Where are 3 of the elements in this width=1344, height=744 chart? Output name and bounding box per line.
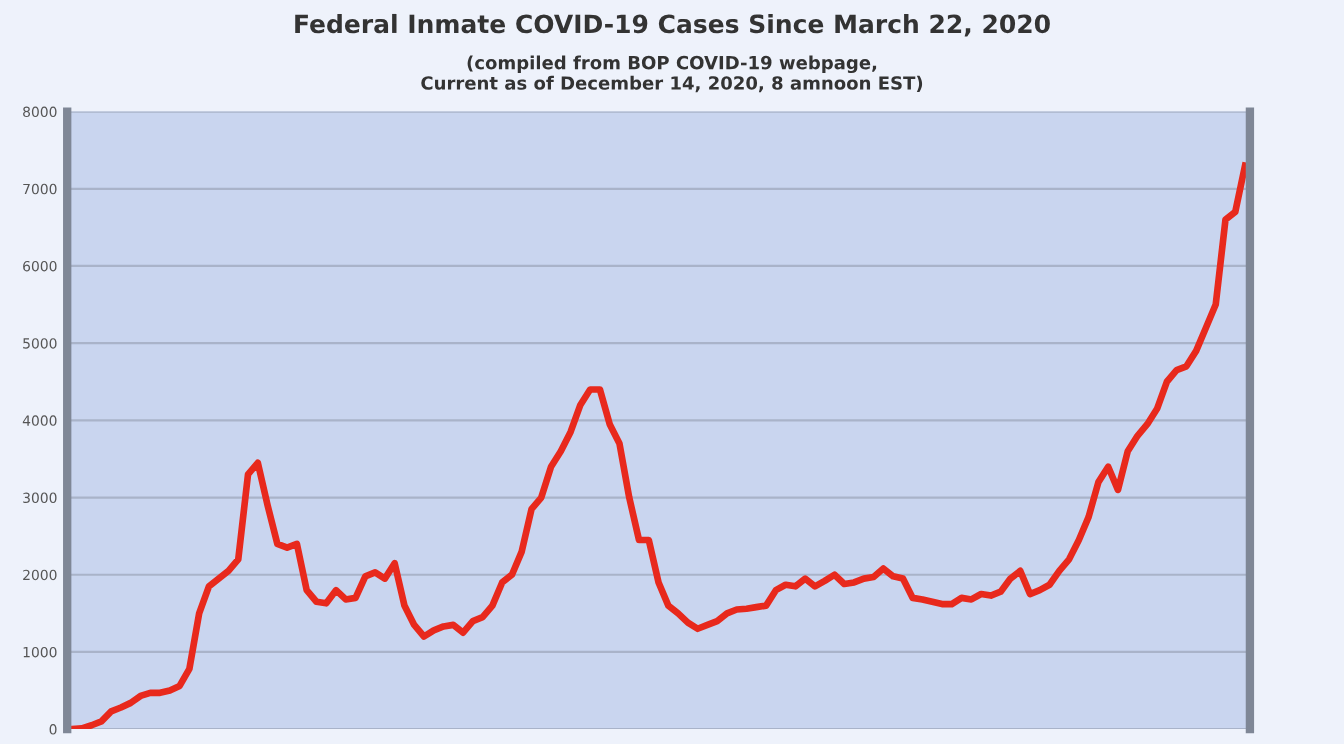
line-series <box>68 162 1249 730</box>
chart-title: Federal Inmate COVID-19 Cases Since March 22, 2020 <box>295 13 1050 37</box>
chart-subtitle: (compiled from BOP COVID-19 webpage, Current as of December 14, 2020, 8 amnoon EST) <box>421 55 923 93</box>
